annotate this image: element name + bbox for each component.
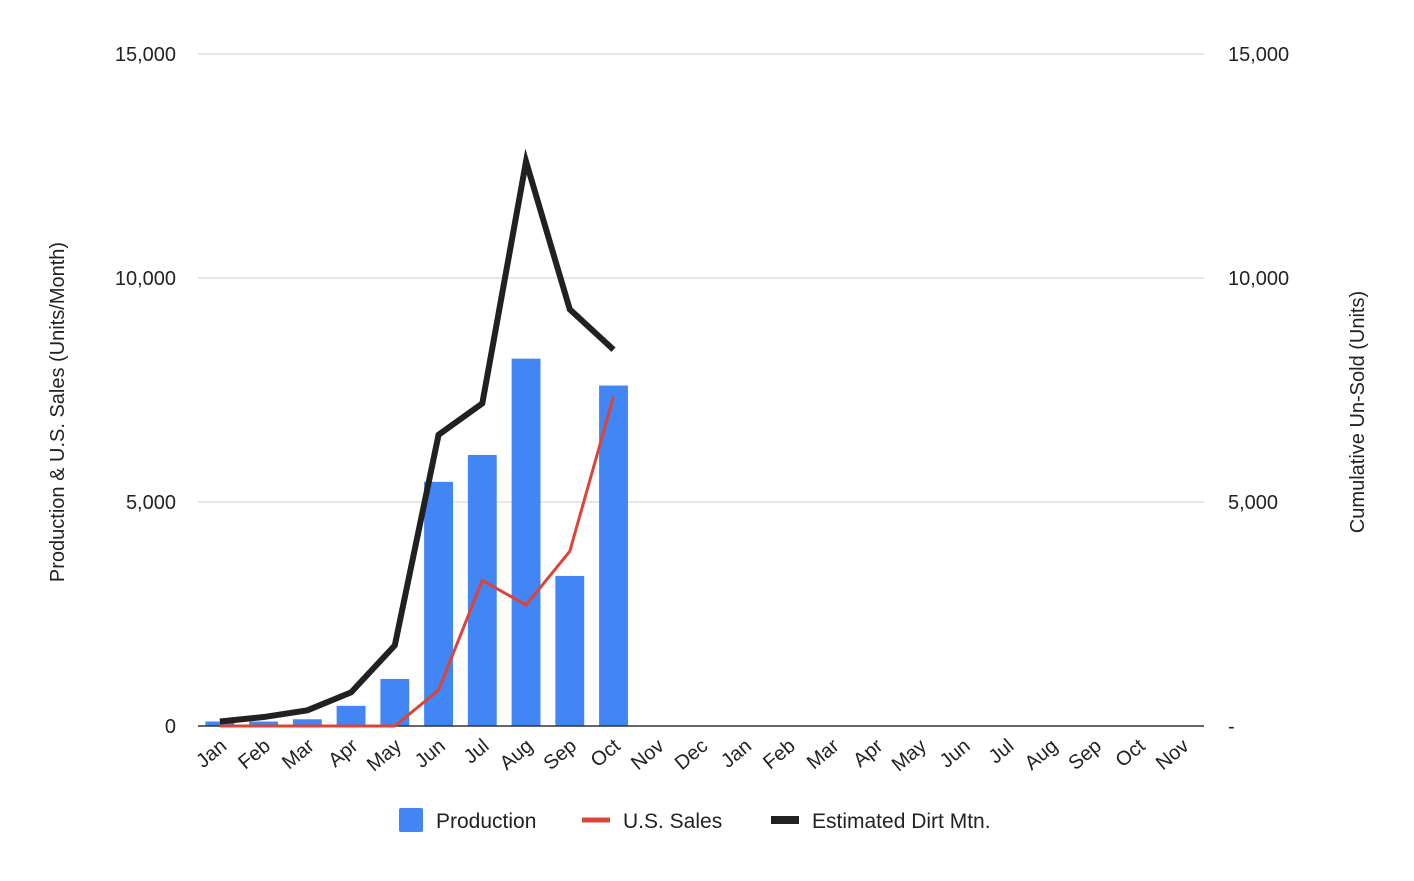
gridlines (198, 53, 1204, 503)
x-tick-label: Sep (540, 735, 581, 775)
x-tick-label: Jul (460, 735, 494, 768)
legend: Production U.S. Sales Estimated Dirt Mtn. (399, 808, 991, 833)
x-tick-label: Jan (717, 735, 756, 773)
legend-swatch (582, 817, 610, 823)
y-tick-label-right: 15,000 (1228, 44, 1289, 66)
x-tick-label: May (363, 735, 406, 776)
y-tick-label-right: 10,000 (1228, 268, 1289, 290)
x-tick-label: Nov (627, 735, 668, 775)
bar-production (511, 358, 541, 726)
legend-swatch (399, 808, 423, 832)
bar-production (467, 454, 497, 726)
series-line-u-s-sales (219, 396, 615, 728)
lines (219, 148, 616, 728)
legend-label: Estimated Dirt Mtn. (812, 810, 991, 833)
series-line-estimated-dirt-mtn (219, 148, 616, 725)
y-tick-label-right: - (1228, 716, 1235, 738)
x-tick-label: Apr (849, 735, 887, 772)
x-tick-label: Mar (803, 735, 844, 774)
x-tick-label: Oct (587, 735, 625, 772)
bar-production (205, 721, 235, 726)
x-tick-label: Nov (1152, 735, 1193, 775)
x-tick-label: Jan (192, 735, 231, 773)
x-tick-label: Aug (496, 735, 537, 775)
x-tick-label: Sep (1064, 735, 1105, 775)
x-tick-label: Jul (985, 735, 1019, 768)
bar-production (424, 481, 453, 726)
y-tick-label-left: 10,000 (115, 268, 176, 290)
y-tick-label-left: 5,000 (126, 492, 176, 514)
y-axis-right-title: Cumulative Un-Sold (Units) (1347, 291, 1369, 533)
y-tick-label-right: 5,000 (1228, 492, 1278, 514)
y-tick-label-left: 0 (165, 716, 176, 738)
legend-label: Production (436, 810, 536, 833)
x-tick-label: Jun (936, 735, 975, 773)
x-tick-label: Mar (278, 735, 319, 774)
x-tick-label: Feb (759, 735, 800, 774)
bar-production (292, 719, 322, 726)
legend-swatch (771, 816, 799, 824)
x-tick-label: Aug (1021, 735, 1062, 775)
x-tick-label: Dec (671, 735, 712, 775)
x-tick-label: Feb (234, 735, 275, 774)
x-axis-ticks: Jan Feb Mar Apr May Jun Jul Aug Sep Oct Nov Dec Jan F… (192, 735, 1193, 776)
bar-production (336, 705, 366, 726)
y-axis-right-ticks: - 5,000 10,000 15,000 (1228, 44, 1289, 738)
bars (205, 358, 628, 726)
bar-production (249, 721, 279, 726)
bar-production (555, 575, 585, 726)
y-tick-label-left: 15,000 (115, 44, 176, 66)
y-axis-left-ticks: 0 5,000 10,000 15,000 (115, 44, 176, 738)
y-axis-left-title: Production & U.S. Sales (Units/Month) (47, 242, 69, 582)
x-tick-label: May (888, 735, 931, 776)
x-tick-label: Jun (411, 735, 450, 773)
legend-label: U.S. Sales (623, 810, 722, 833)
x-tick-label: Oct (1112, 735, 1150, 772)
x-tick-label: Apr (324, 735, 362, 772)
bar-production (599, 385, 628, 726)
